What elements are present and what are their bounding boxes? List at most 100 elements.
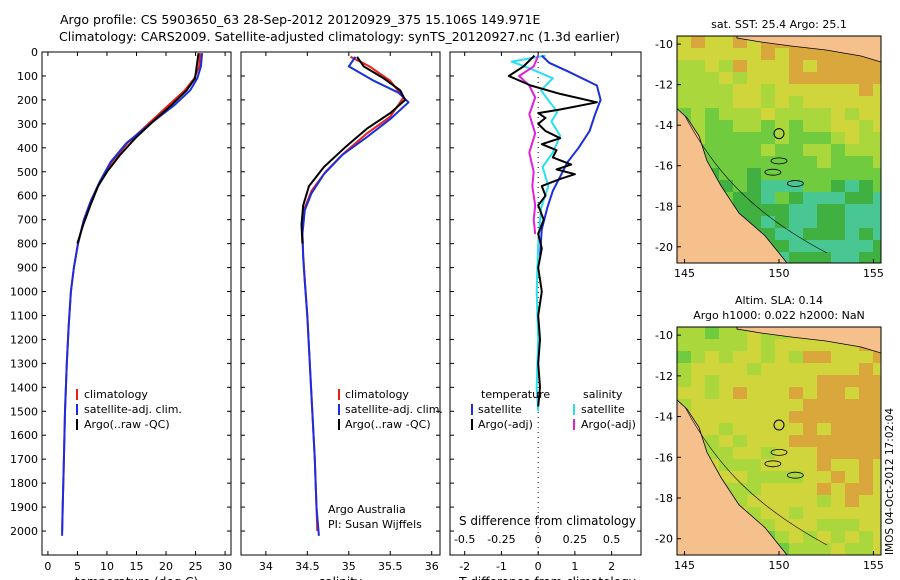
field-cell <box>733 180 747 192</box>
field-cell <box>803 108 817 120</box>
field-cell <box>789 375 803 387</box>
field-cell <box>817 339 831 351</box>
field-cell <box>873 156 881 168</box>
field-cell <box>817 156 831 168</box>
field-cell <box>831 543 845 555</box>
field-cell <box>789 132 803 144</box>
field-cell <box>719 423 733 435</box>
field-cell <box>761 120 775 132</box>
x-tick-label: 20 <box>159 560 173 573</box>
field-cell <box>761 192 775 204</box>
field-cell <box>789 120 803 132</box>
field-cell <box>761 447 775 459</box>
x-tick-label: 35.5 <box>378 560 403 573</box>
field-cell <box>859 351 873 363</box>
x-tick-label-s: -0.5 <box>454 533 475 546</box>
field-cell <box>733 168 747 180</box>
map-y-tick-label: -12 <box>655 370 673 383</box>
field-cell <box>873 72 881 84</box>
field-cell <box>859 192 873 204</box>
y-tick-label: 1100 <box>10 309 38 322</box>
field-cell <box>719 351 733 363</box>
x-tick-label: 5 <box>74 560 81 573</box>
field-cell <box>719 144 733 156</box>
field-cell <box>747 144 761 156</box>
legend-heading: salinity <box>583 388 623 401</box>
field-cell <box>747 204 761 216</box>
field-cell <box>747 471 761 483</box>
field-cell <box>733 60 747 72</box>
field-cell <box>873 84 881 96</box>
field-cell <box>831 423 845 435</box>
field-cell <box>817 180 831 192</box>
field-cell <box>831 411 845 423</box>
map-y-tick-label: -16 <box>655 160 673 173</box>
field-cell <box>733 72 747 84</box>
field-cell <box>845 120 859 132</box>
field-cell <box>845 387 859 399</box>
field-cell <box>761 507 775 519</box>
field-cell <box>789 156 803 168</box>
field-cell <box>733 483 747 495</box>
legend-label: climatology <box>345 388 409 401</box>
x-axis-label-top: S difference from climatology <box>459 514 636 528</box>
field-cell <box>803 240 817 252</box>
field-cell <box>831 84 845 96</box>
field-cell <box>803 435 817 447</box>
field-cell <box>719 387 733 399</box>
field-cell <box>803 411 817 423</box>
field-cell <box>747 375 761 387</box>
field-cell <box>803 519 817 531</box>
reef-outline <box>770 448 788 456</box>
x-tick-label-s: 0.5 <box>603 533 621 546</box>
field-cell <box>705 84 719 96</box>
field-cell <box>719 411 733 423</box>
x-tick-label-s: 0.25 <box>563 533 588 546</box>
field-cell <box>845 459 859 471</box>
field-cell <box>761 471 775 483</box>
field-cell <box>845 72 859 84</box>
field-cell <box>761 156 775 168</box>
field-cell <box>733 411 747 423</box>
field-cell <box>775 72 789 84</box>
field-cell <box>873 228 881 240</box>
field-cell <box>747 339 761 351</box>
field-cell <box>719 156 733 168</box>
field-cell <box>677 48 691 60</box>
field-cell <box>803 216 817 228</box>
field-cell <box>789 48 803 60</box>
y-tick-label: 200 <box>17 94 38 107</box>
legend-label: Argo(..raw -QC) <box>84 418 170 431</box>
field-cell <box>831 351 845 363</box>
y-tick-label: 500 <box>17 166 38 179</box>
field-cell <box>803 252 817 263</box>
field-cell <box>845 471 859 483</box>
field-cell <box>803 192 817 204</box>
field-cell <box>789 399 803 411</box>
field-cell <box>775 216 789 228</box>
legend-label: satellite-adj. clim. <box>345 403 443 416</box>
field-cell <box>775 240 789 252</box>
field-cell <box>859 447 873 459</box>
field-cell <box>733 84 747 96</box>
field-cell <box>733 423 747 435</box>
field-cell <box>859 240 873 252</box>
field-cell <box>747 72 761 84</box>
field-cell <box>775 204 789 216</box>
y-tick-label: 1500 <box>10 405 38 418</box>
field-cell <box>775 387 789 399</box>
field-cell <box>873 459 881 471</box>
field-cell <box>873 240 881 252</box>
x-tick-label-t: -2 <box>459 560 470 573</box>
map-title: Altim. SLA: 0.14 <box>735 294 823 307</box>
field-cell <box>817 240 831 252</box>
field-cell <box>845 363 859 375</box>
field-cell <box>775 192 789 204</box>
field-cell <box>803 351 817 363</box>
field-cell <box>845 399 859 411</box>
field-cell <box>817 459 831 471</box>
field-cell <box>747 399 761 411</box>
field-cell <box>747 363 761 375</box>
field-cell <box>859 204 873 216</box>
